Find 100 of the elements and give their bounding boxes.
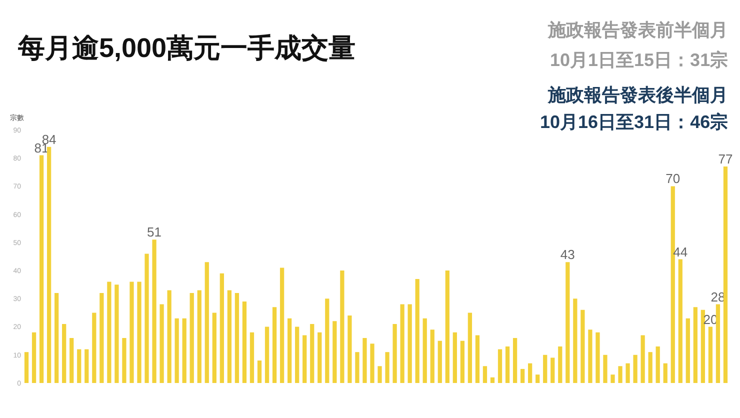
bar — [596, 332, 600, 383]
bar — [182, 318, 186, 383]
bar — [438, 340, 442, 383]
bar — [325, 298, 330, 383]
bar — [528, 363, 532, 383]
bar — [505, 346, 510, 383]
bar — [588, 330, 592, 383]
bar — [272, 307, 277, 383]
bar — [550, 358, 555, 383]
bar — [280, 268, 284, 383]
bar — [482, 366, 488, 383]
bar — [520, 368, 525, 383]
bar — [678, 259, 682, 383]
bar — [122, 338, 126, 383]
bar — [370, 344, 374, 383]
annotation: 10月16日至31日：46宗 — [540, 112, 728, 132]
bar — [663, 363, 668, 383]
bar — [174, 318, 179, 383]
bar — [242, 301, 247, 383]
bar — [573, 298, 578, 383]
bar — [212, 312, 216, 383]
bar — [32, 332, 36, 383]
bar — [250, 332, 254, 383]
bar — [152, 240, 156, 383]
bar — [566, 262, 570, 383]
bar — [460, 340, 464, 383]
bar — [24, 352, 29, 383]
bar — [475, 335, 480, 383]
bar — [430, 330, 434, 383]
data-label: 70 — [666, 171, 680, 186]
bar — [558, 346, 562, 383]
bar — [302, 335, 307, 383]
bar — [580, 310, 585, 383]
bar — [220, 273, 224, 383]
bar — [723, 166, 728, 383]
bar — [392, 324, 397, 383]
bar — [686, 318, 690, 383]
bar — [452, 332, 457, 383]
bar — [100, 293, 104, 383]
text: 10月1日至15日：31宗 — [550, 50, 728, 70]
bar — [190, 293, 194, 383]
bar — [257, 360, 262, 383]
bar — [332, 321, 337, 383]
bar — [84, 349, 89, 383]
bar — [708, 326, 713, 383]
bar — [92, 312, 96, 383]
bar — [468, 312, 472, 383]
bar — [46, 146, 52, 383]
bar — [137, 282, 142, 383]
bar — [626, 363, 630, 383]
bar — [70, 338, 74, 383]
text: 施政報告發表前半個月 — [547, 20, 728, 40]
bar — [618, 366, 622, 383]
bar — [670, 186, 675, 383]
bar — [39, 155, 44, 383]
bar — [422, 318, 427, 383]
bar — [640, 335, 645, 383]
bar — [204, 262, 209, 383]
bar — [227, 290, 232, 383]
bar — [107, 282, 112, 383]
bar — [77, 349, 82, 383]
bar — [318, 332, 322, 383]
bar — [130, 282, 134, 383]
bar — [340, 270, 344, 383]
bar — [167, 290, 172, 383]
bar — [362, 338, 367, 383]
bar — [415, 278, 420, 383]
bar — [656, 346, 660, 383]
bar — [536, 374, 540, 383]
bar — [114, 284, 119, 383]
bar — [144, 254, 149, 383]
bar — [385, 352, 390, 383]
bar — [400, 304, 404, 383]
bar — [348, 316, 352, 383]
chart-title: 每月逾5,000萬元一手成交量 — [17, 33, 356, 63]
bar — [512, 338, 518, 383]
bar — [295, 326, 300, 383]
bar — [543, 354, 548, 383]
bar — [408, 304, 412, 383]
bar — [234, 293, 240, 383]
bar — [498, 349, 502, 383]
bar — [264, 326, 270, 383]
bar — [693, 307, 698, 383]
bar — [160, 304, 164, 383]
text: 施政報告發表後半個月 — [547, 85, 728, 105]
bar — [445, 270, 450, 383]
bar — [378, 366, 382, 383]
bar — [490, 377, 495, 383]
data-label: 51 — [147, 224, 162, 240]
bar — [197, 290, 202, 383]
bar — [54, 293, 59, 383]
bar — [700, 310, 706, 383]
bar — [355, 352, 360, 383]
bar — [716, 304, 720, 383]
bar — [648, 352, 652, 383]
bar — [603, 354, 608, 383]
data-label: 43 — [560, 247, 575, 262]
data-label: 77 — [718, 152, 733, 167]
bar — [310, 324, 314, 383]
bar — [62, 324, 66, 383]
